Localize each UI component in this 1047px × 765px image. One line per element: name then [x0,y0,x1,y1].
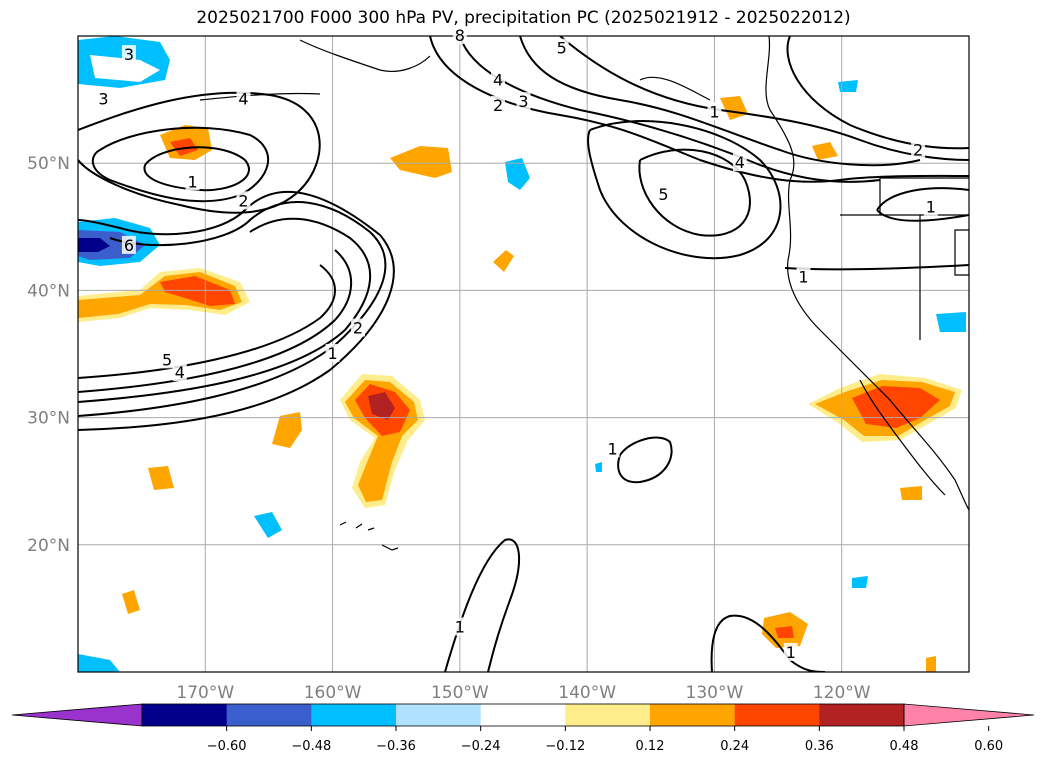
pv-contour-label: 1 [187,172,197,191]
colorbar-segment [142,704,228,726]
longitude-labels: 170°W 160°W 150°W 140°W 130°W 120°W [176,683,870,703]
lon-tick-label: 130°W [686,683,744,703]
lat-tick-label: 50°N [27,154,70,174]
pv-contour-label: 4 [175,363,185,382]
latitude-labels: 20°N 30°N 40°N 50°N [27,154,70,556]
pv-contour-label: 2 [353,319,363,338]
pv-label-bg [121,235,136,254]
pv-label-bg [96,89,111,108]
colorbar [11,703,1035,727]
pv-contour-label: 1 [798,268,808,287]
pv-contour-label: 4 [238,90,248,109]
pv-label-bg [236,191,251,210]
pv-contour-label: 2 [238,191,248,210]
pv-contour-label: 2 [913,140,923,159]
pv-label-bg [605,439,620,458]
colorbar-tick-labels: −0.60 −0.48 −0.36 −0.24 −0.12 0.12 0.24 0.36 0.4… [207,726,1003,754]
colorbar-tick-label: −0.36 [376,739,416,754]
pv-contour-label: 5 [658,185,668,204]
pv-contour-label: 1 [608,439,618,458]
pv-contour-label: 1 [709,102,719,121]
pv-contour-label: 4 [735,153,745,172]
colorbar-segment [311,704,397,726]
pv-contour-label: 4 [493,71,503,90]
map-frame [77,35,970,673]
colorbar-segment [226,704,312,726]
pv-contour-label: 5 [557,39,567,58]
pv-contour-label: 3 [98,90,108,109]
colorbar-tick-label: 0.12 [636,739,665,754]
lon-tick-label: 170°W [176,683,234,703]
colorbar-tick-label: 0.48 [890,739,919,754]
pv-label-bg [783,642,798,661]
pv-label-bg [185,172,200,191]
colorbar-tick-label: −0.48 [291,739,331,754]
colorbar-tick-label: 0.36 [805,739,834,754]
pv-contour-label: 3 [518,92,528,111]
colorbar-segment [734,704,820,726]
pv-contour-label: 1 [455,617,465,636]
pv-label-bg [516,92,531,111]
coastlines [199,36,969,551]
pv-label-bg [923,197,938,216]
map-title: 2025021700 F000 300 hPa PV, precipitatio… [196,8,851,28]
pv-contour-label: 2 [493,96,503,115]
pv-contours [78,36,969,672]
pv-contour-label: 5 [162,350,172,369]
pv-label-bg [491,70,506,89]
pv-contour-label: 1 [786,643,796,662]
colorbar-max-arrow [903,703,1035,727]
pv-label-bg [452,617,467,636]
pv-label-bg [160,350,175,369]
colorbar-frame [141,703,905,727]
pv-label-bg [452,26,467,44]
pv-label-bg [121,45,136,64]
pv-contour-label: 6 [124,236,134,255]
colorbar-tick-label: 0.60 [974,739,1003,754]
colorbar-tick-label: −0.60 [207,739,247,754]
lon-tick-label: 140°W [558,683,616,703]
pv-label-bg [656,185,671,203]
pv-label-bg [554,38,569,57]
lat-tick-label: 30°N [27,409,70,429]
colorbar-segment [565,704,651,726]
pv-label-bg [911,140,926,159]
colorbar-segment [480,704,566,726]
lon-tick-label: 120°W [813,683,871,703]
pv-contour-label: 1 [926,198,936,217]
pv-contour-label: 3 [124,45,134,64]
lat-tick-label: 40°N [27,281,70,301]
pv-label-bg [491,95,506,114]
pv-label-bg [351,318,366,337]
colorbar-tick-label: −0.12 [545,739,585,754]
colorbar-segment [650,704,736,726]
pv-label-bg [325,344,340,362]
pv-label-bg [796,267,811,286]
pv-label-bg [236,89,251,108]
pv-label-bg [707,102,722,121]
colorbar-segment [819,704,905,726]
lon-tick-label: 150°W [431,683,489,703]
colorbar-segment [396,704,482,726]
pv-label-bg [172,363,187,382]
pv-contour-label: 1 [327,344,337,363]
colorbar-tick-label: −0.24 [461,739,501,754]
pv-contour-label: 8 [455,26,465,45]
colorbar-min-arrow [11,703,143,727]
pv-label-bg [732,153,747,172]
colorbar-tick-label: 0.24 [720,739,749,754]
lat-tick-label: 20°N [27,536,70,556]
lon-tick-label: 160°W [304,683,362,703]
precipitation-shading [78,36,966,672]
